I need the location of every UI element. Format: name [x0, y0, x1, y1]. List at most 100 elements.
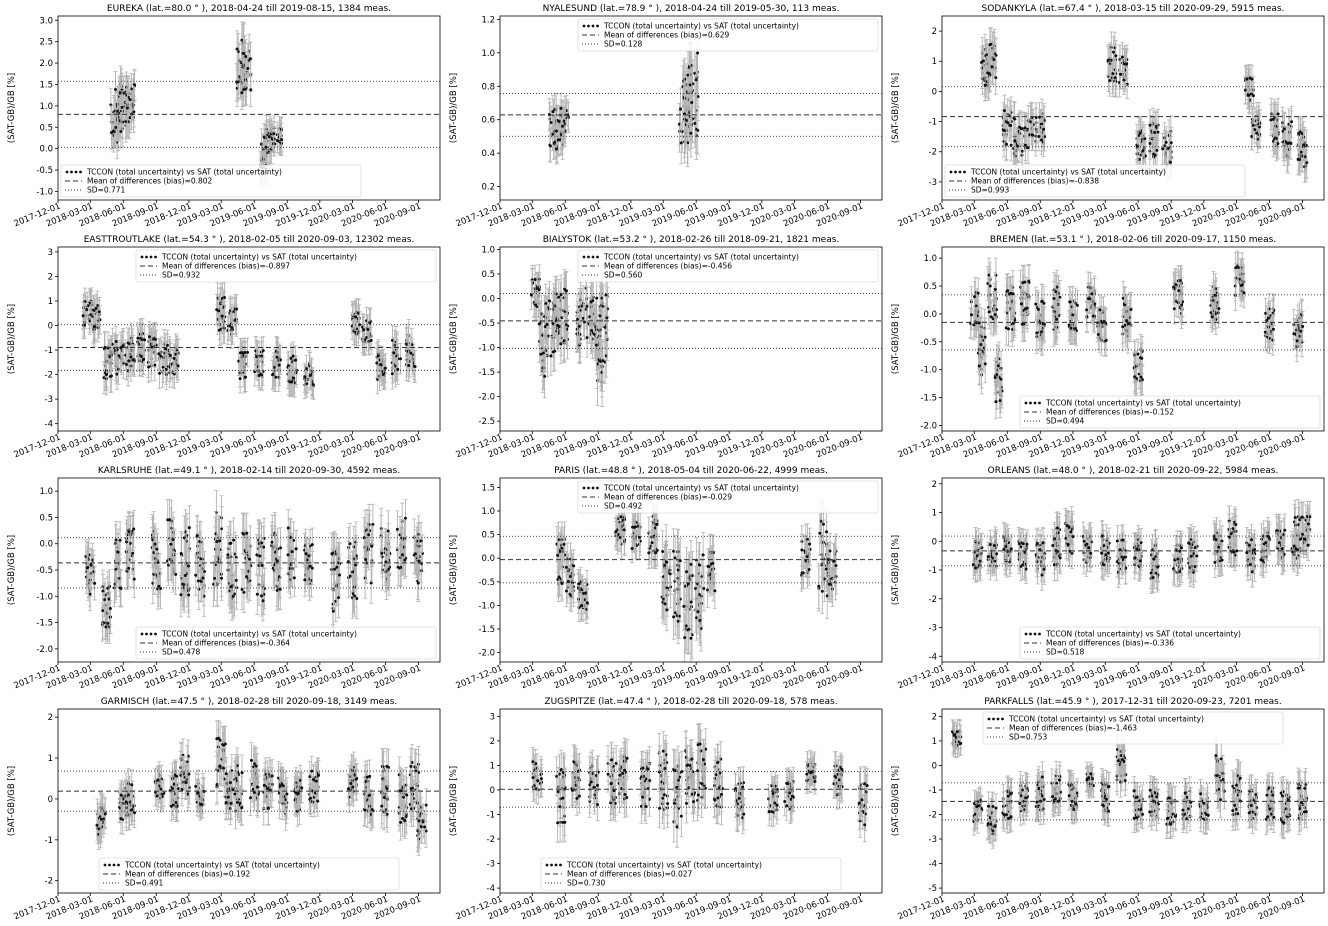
data-point	[549, 120, 553, 124]
data-point	[990, 65, 994, 69]
data-point	[305, 381, 309, 385]
y-tick-label: -2	[929, 148, 937, 158]
data-point	[277, 363, 281, 367]
data-point	[554, 147, 558, 151]
data-point	[1250, 77, 1254, 81]
y-tick-label: -1	[929, 118, 937, 128]
data-point	[143, 338, 147, 342]
legend-entry: Mean of differences (bias)=0.802	[87, 177, 213, 186]
data-point	[567, 115, 571, 119]
data-point	[1243, 88, 1247, 92]
chart-title: SODANKYLA (lat.=67.4 ° ), 2018-03-15 til…	[982, 4, 1285, 14]
data-point	[362, 328, 366, 332]
data-point	[981, 59, 985, 63]
legend-marker	[591, 24, 595, 28]
data-point	[115, 109, 119, 113]
data-point	[280, 138, 284, 142]
chart-title: NYALESUND (lat.=78.9 ° ), 2018-04-24 til…	[543, 4, 840, 14]
legend: TCCON (total uncertainty) vs SAT (total …	[577, 18, 879, 52]
data-points	[108, 21, 284, 188]
data-point	[1299, 150, 1303, 154]
data-point	[271, 372, 275, 376]
data-point	[543, 325, 547, 329]
y-tick-label: 2	[932, 27, 937, 37]
data-point	[534, 303, 538, 307]
data-point	[1245, 77, 1249, 81]
data-point	[150, 345, 154, 349]
data-point	[1251, 94, 1255, 98]
data-point	[275, 138, 279, 142]
data-point	[1042, 127, 1046, 131]
data-point	[92, 308, 96, 312]
data-point	[131, 358, 135, 362]
data-point	[88, 319, 92, 323]
data-point	[132, 83, 136, 87]
data-point	[157, 352, 161, 356]
data-point	[1020, 149, 1024, 153]
data-point	[390, 338, 394, 342]
data-point	[238, 377, 242, 381]
data-point	[1152, 152, 1156, 156]
data-point	[696, 51, 700, 55]
data-point	[159, 354, 163, 358]
legend-box	[944, 164, 1246, 198]
y-tick-label: 2.0	[39, 59, 53, 69]
y-tick-label: 0	[48, 322, 53, 332]
data-point	[147, 365, 151, 369]
data-point	[365, 335, 369, 339]
y-tick-label: -1	[45, 346, 53, 356]
data-point	[176, 364, 180, 368]
chart-svg: EASTTROUTLAKE (lat.=54.3 ° ), 2018-02-05…	[7, 235, 441, 460]
data-point	[405, 342, 409, 346]
legend-entry: SD=0.128	[604, 40, 643, 49]
data-point	[1124, 62, 1128, 66]
y-axis-label: (SAT-GB)/GB [%]	[7, 304, 17, 374]
data-point	[1013, 139, 1017, 143]
data-point	[254, 354, 258, 358]
data-point	[223, 296, 227, 300]
y-axis-label: (SAT-GB)/GB [%]	[449, 73, 459, 143]
legend-entry: Mean of differences (bias)=-0.897	[162, 262, 290, 271]
chart-panel: BIALYSTOK (lat.=53.2 ° ), 2018-02-26 til…	[444, 233, 886, 464]
data-point	[983, 83, 987, 87]
data-point	[1141, 149, 1145, 153]
data-point	[1114, 54, 1118, 58]
y-tick-label: -3	[45, 395, 53, 405]
legend-marker	[154, 255, 157, 259]
data-point	[986, 71, 990, 75]
data-point	[235, 307, 239, 311]
data-point	[141, 358, 145, 362]
data-point	[1009, 143, 1013, 147]
legend-marker	[79, 170, 82, 174]
y-tick-label: -1.0	[36, 187, 53, 197]
data-point	[541, 351, 545, 355]
chart-title: EUREKA (lat.=80.0 ° ), 2018-04-24 till 2…	[107, 4, 391, 14]
data-point	[1290, 120, 1294, 124]
plot-frame	[57, 15, 441, 201]
data-point	[311, 383, 315, 387]
data-point	[1153, 130, 1157, 134]
data-point	[1167, 134, 1171, 138]
data-point	[677, 122, 681, 126]
data-point	[1108, 79, 1112, 83]
data-point	[128, 116, 132, 120]
data-point	[240, 91, 244, 95]
data-point	[129, 355, 133, 359]
data-point	[1148, 123, 1152, 127]
data-point	[985, 53, 989, 57]
data-point	[369, 339, 373, 343]
data-point	[409, 351, 413, 355]
y-axis-label: (SAT-GB)/GB [%]	[891, 73, 901, 143]
data-point	[1040, 138, 1044, 142]
data-point	[108, 375, 112, 379]
data-point	[1034, 115, 1038, 119]
data-point	[244, 87, 248, 91]
data-point	[1269, 118, 1273, 122]
data-point	[153, 337, 157, 341]
legend-entry: SD=0.993	[971, 186, 1010, 195]
data-point	[97, 310, 101, 314]
data-point	[686, 73, 690, 77]
data-point	[688, 83, 692, 87]
data-point	[242, 51, 246, 55]
legend-marker	[145, 255, 148, 259]
